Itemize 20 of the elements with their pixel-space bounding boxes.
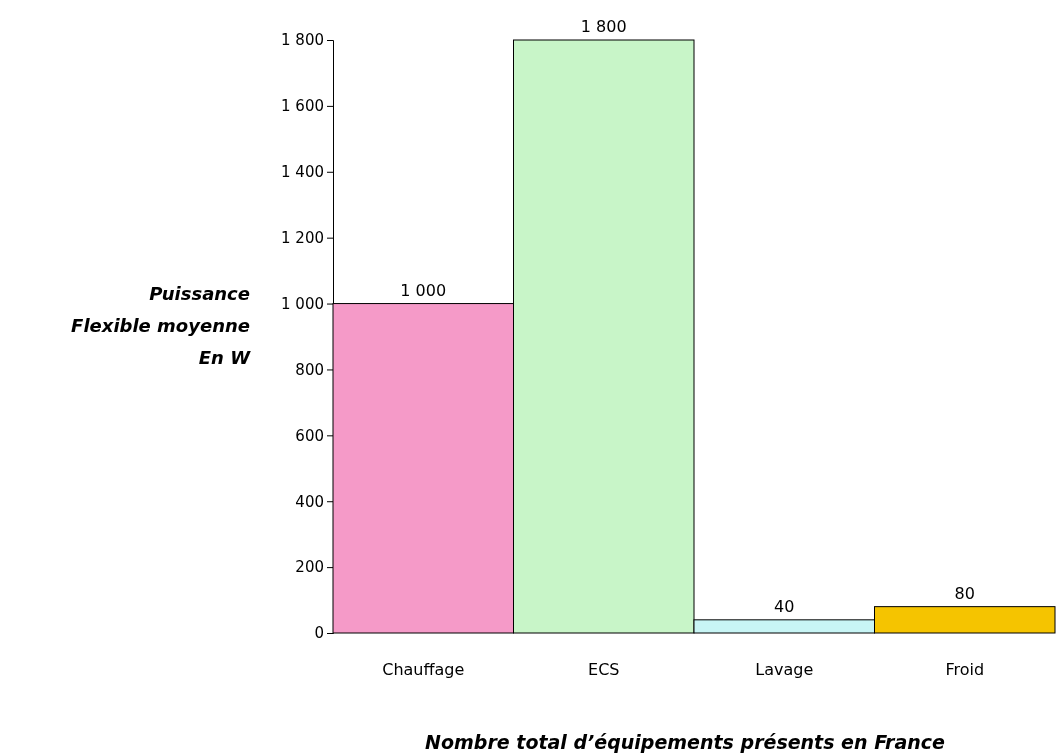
y-tick-label: 1 200 [281,228,324,247]
y-axis-title: Puissance Flexible moyenne En W [71,283,252,368]
x-tick-label: ECS [588,660,620,679]
x-tick-label: Chauffage [382,660,465,679]
y-tick-label: 1 600 [281,97,324,116]
data-label: 1 800 [580,17,627,36]
x-tick-label: Froid [945,660,985,679]
y-tick-label: 1 400 [281,163,324,182]
y-tick-label: 800 [295,360,324,379]
x-tick-label: Lavage [755,660,814,679]
data-label: 1 000 [400,280,447,300]
y-tick-label: 600 [295,426,324,445]
data-label: 40 [774,596,795,616]
y-tick-label: 1 800 [281,31,324,50]
y-tick-label: 0 [314,624,324,643]
y-tick-label: 400 [295,492,324,511]
x-axis-title: Nombre total d’équipements présents en France [425,731,946,753]
data-label: 80 [954,583,975,603]
y-tick-label: 1 000 [281,294,324,313]
y-tick-label: 200 [295,558,324,577]
